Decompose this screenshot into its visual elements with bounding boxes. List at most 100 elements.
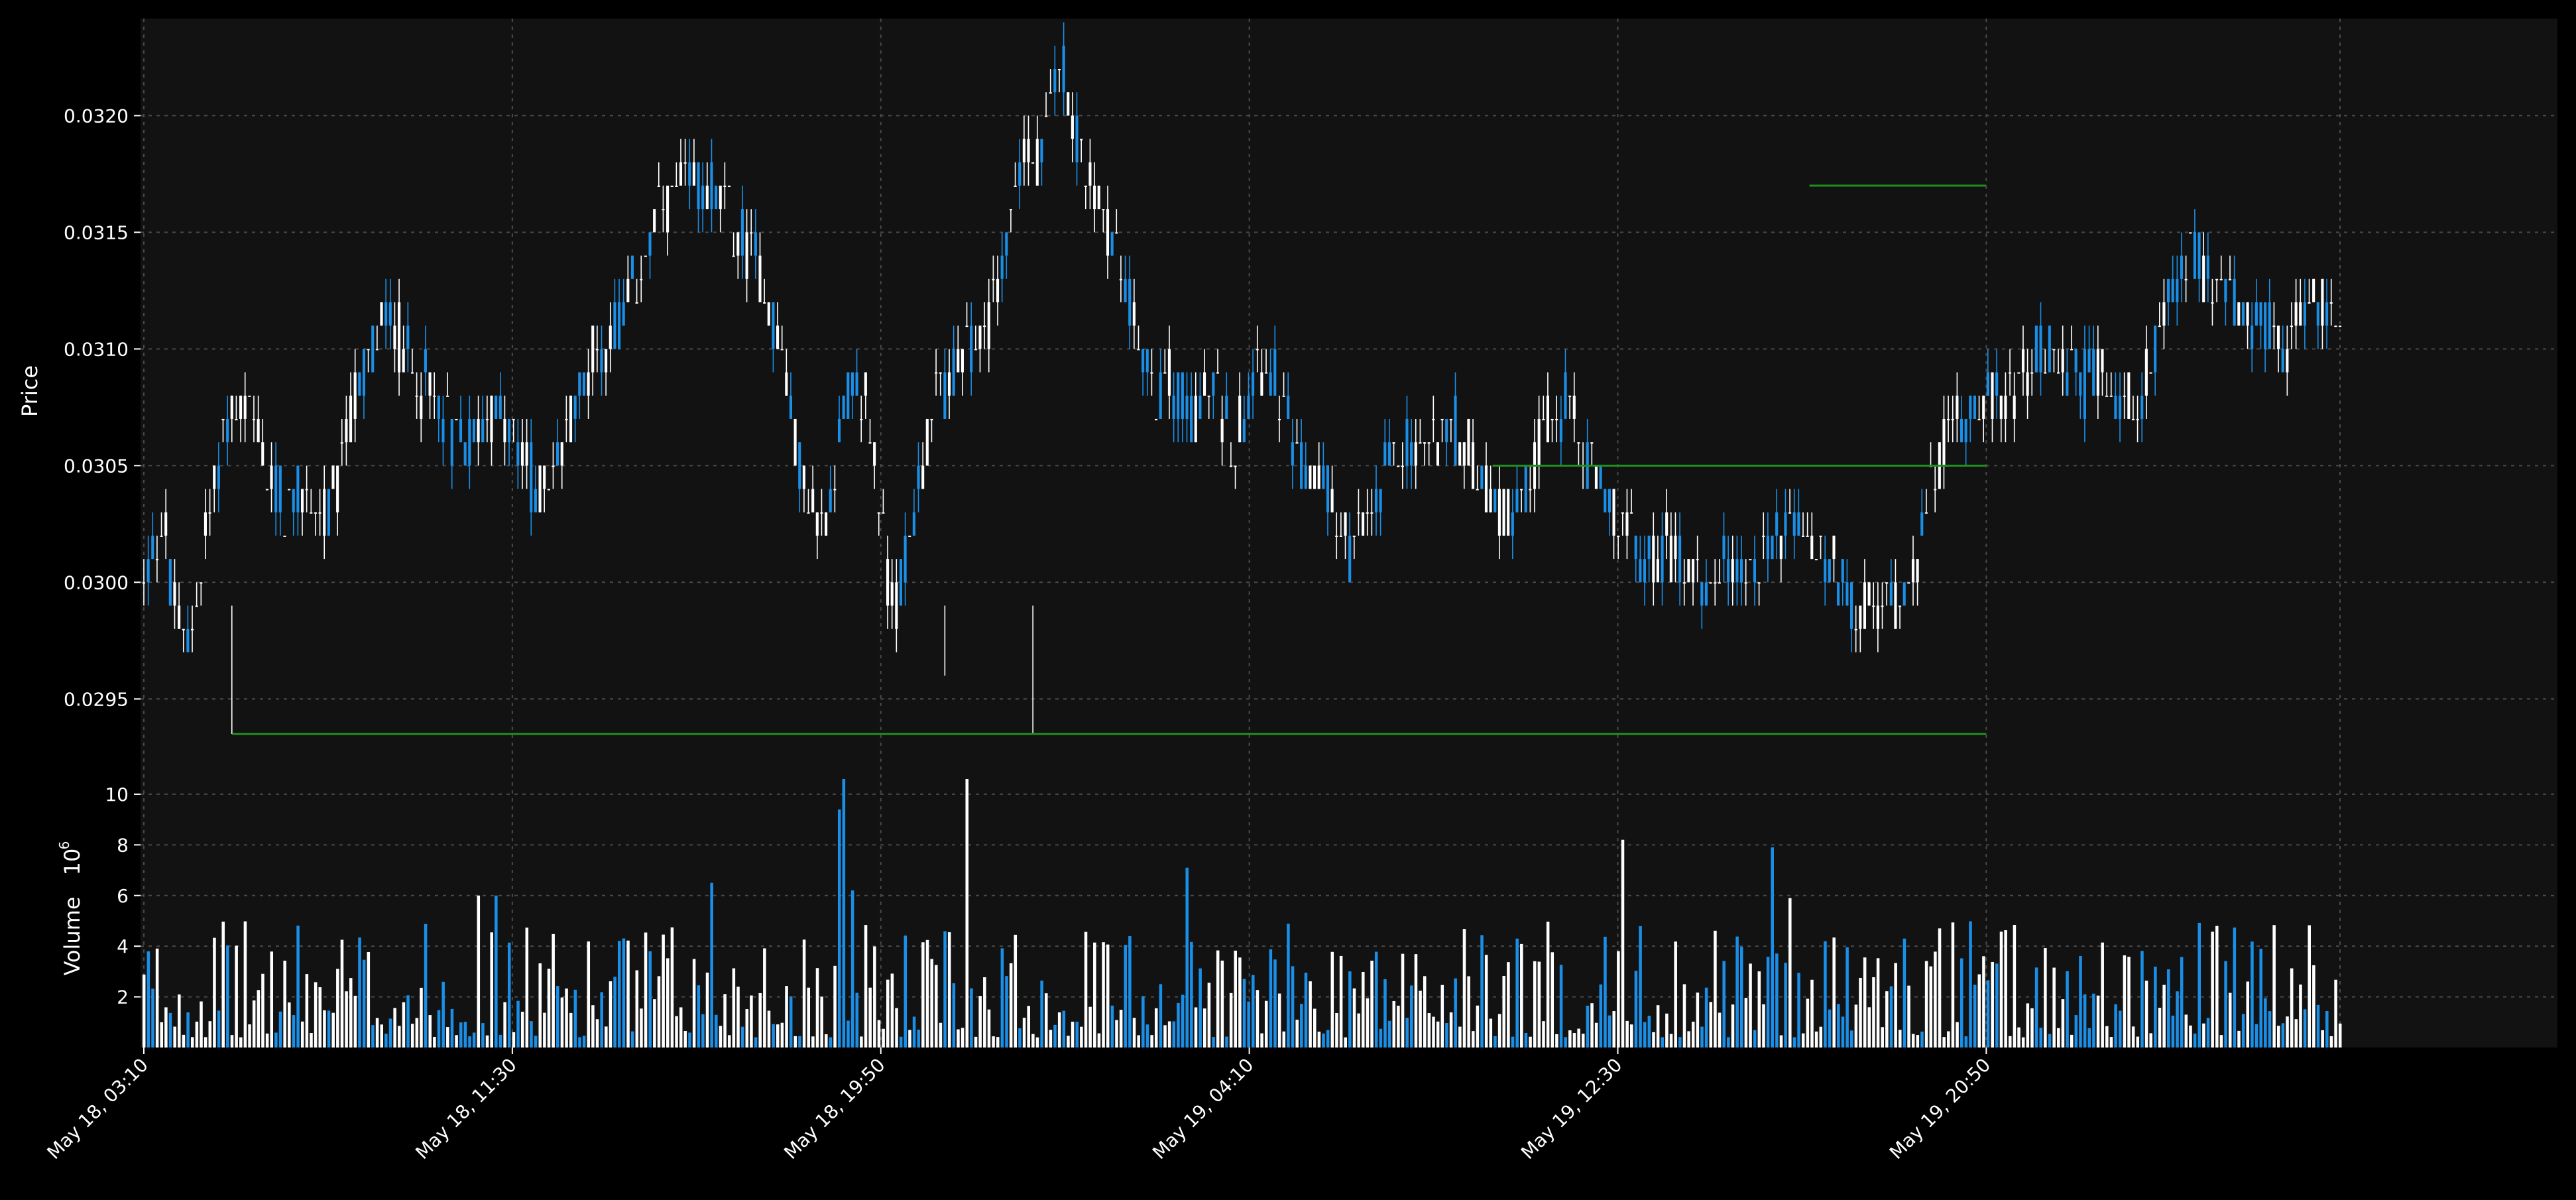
volume-bar [1238, 957, 1242, 1048]
candle-body [1405, 418, 1409, 466]
volume-bar [292, 1015, 296, 1048]
candle-body [1199, 395, 1202, 419]
candle-body [146, 559, 150, 583]
volume-bar [1472, 1031, 1475, 1048]
volume-bar [1194, 1007, 1198, 1048]
candle-body [190, 629, 194, 630]
volume-bar [2131, 1026, 2135, 1048]
candle-body [1167, 349, 1171, 396]
volume-bar [556, 986, 559, 1048]
volume-bar [763, 948, 766, 1048]
volume-bar [1881, 1027, 1884, 1048]
volume-bar [723, 994, 727, 1048]
candle-body [578, 372, 581, 396]
candle-body [697, 162, 700, 210]
volume-bar [2079, 955, 2082, 1048]
candle-body [1225, 395, 1228, 419]
volume-bar [2237, 1030, 2241, 1048]
volume-bar [305, 974, 309, 1048]
volume-bar [780, 1022, 784, 1048]
candle-body [1837, 582, 1840, 606]
candle-body [393, 326, 396, 349]
candle-body [1181, 372, 1184, 419]
volume-bar [1942, 1037, 1946, 1048]
candle-body [2013, 395, 2016, 419]
candle-body [164, 512, 168, 536]
price-axis-label: Price [17, 365, 42, 417]
volume-bar [560, 997, 564, 1048]
volume-bar [1656, 1005, 1660, 1048]
volume-bar [1678, 1037, 1682, 1048]
candle-body [375, 349, 379, 351]
volume-bar [1885, 991, 1889, 1048]
volume-axis-label-group: Volume 10 6 [56, 841, 85, 976]
candle-body [789, 395, 793, 419]
volume-bar [1511, 1036, 1515, 1048]
candle-body [1423, 442, 1427, 444]
volume-bar [882, 1028, 885, 1048]
candle-body [996, 278, 1000, 302]
candle-body [736, 232, 740, 256]
volume-bar [1854, 1004, 1858, 1048]
candle-body [2254, 302, 2258, 326]
volume-bar [1872, 977, 1875, 1048]
candle-body [1766, 535, 1769, 560]
candle-body [617, 302, 621, 349]
candle-body [1440, 418, 1444, 420]
candle-body [860, 418, 863, 420]
candle-body [600, 349, 603, 373]
volume-bar [1586, 1005, 1590, 1048]
candle-body [670, 185, 673, 187]
candle-body [1145, 349, 1149, 373]
candle-body [1080, 139, 1083, 141]
candle-body [2131, 418, 2135, 420]
volume-bar [1920, 1031, 1924, 1048]
candle-body [340, 442, 343, 444]
volume-bar [1947, 1031, 1950, 1048]
volume-bar [935, 965, 938, 1048]
volume-bar [239, 1037, 243, 1048]
volume-bar [890, 973, 894, 1048]
candle-body [2189, 232, 2192, 234]
volume-bar [715, 1014, 718, 1048]
candle-body [1674, 535, 1677, 560]
volume-bar [1824, 941, 1827, 1048]
volume-bar [847, 1020, 850, 1048]
candle-body [653, 209, 656, 233]
candle-body [1419, 442, 1422, 444]
candle-body [1824, 559, 1827, 583]
price-tick-label: 0.0315 [64, 221, 129, 243]
volume-bar [692, 959, 696, 1048]
volume-bar [793, 1036, 797, 1048]
volume-bar [1907, 985, 1910, 1048]
candle-body [2228, 278, 2232, 280]
volume-bar [974, 1036, 978, 1048]
candle-body [935, 372, 938, 374]
candle-body [1370, 512, 1374, 514]
candle-body [1264, 372, 1268, 374]
volume-bar [1951, 922, 1955, 1048]
volume-bar [424, 924, 428, 1048]
candle-body [1185, 395, 1189, 419]
volume-bar [1647, 1016, 1651, 1048]
candle-body [957, 349, 960, 373]
volume-bar [1845, 947, 1849, 1048]
volume-bar [1938, 928, 1942, 1048]
candle-body [1124, 278, 1127, 302]
candle-body [873, 442, 876, 466]
volume-bar [495, 895, 498, 1048]
candle-body [1348, 535, 1352, 583]
candle-body [1731, 559, 1734, 583]
candle-body [402, 349, 405, 373]
volume-bar [1163, 1025, 1167, 1048]
candle-body [388, 302, 392, 326]
candle-body [1599, 465, 1602, 489]
volume-bar [1639, 926, 1642, 1048]
candle-body [1282, 395, 1285, 397]
candle-body [1572, 395, 1576, 419]
volume-bar [1317, 1032, 1321, 1048]
volume-bar [1322, 1033, 1325, 1048]
volume-bar [1709, 1002, 1713, 1048]
volume-bar [2338, 1023, 2342, 1048]
volume-bar [635, 970, 639, 1048]
